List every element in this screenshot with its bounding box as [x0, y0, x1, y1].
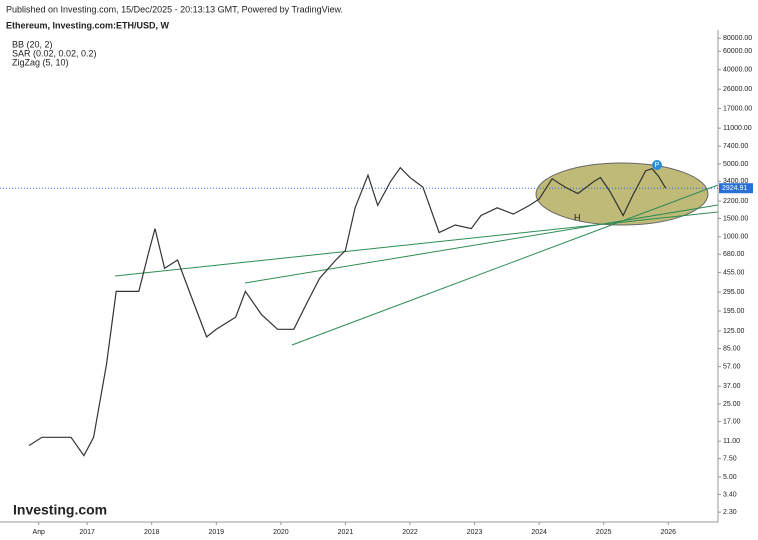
- last-price-label: 2924.91: [722, 185, 747, 192]
- header: Published on Investing.com, 15/Dec/2025 …: [6, 4, 343, 14]
- y-tick-label: 295.00: [723, 289, 745, 296]
- y-tick-label: 85.00: [723, 345, 741, 352]
- y-tick-label: 3.40: [723, 491, 737, 498]
- y-tick-label: 60000.00: [723, 48, 752, 55]
- annotation: P: [655, 162, 660, 169]
- y-tick-label: 5.00: [723, 474, 737, 481]
- y-tick-label: 57.00: [723, 364, 741, 371]
- y-tick-label: 680.00: [723, 251, 745, 258]
- y-tick-label: 40000.00: [723, 67, 752, 74]
- annotation: H: [574, 212, 581, 222]
- y-tick-label: 7400.00: [723, 143, 748, 150]
- y-tick-label: 17.00: [723, 418, 741, 425]
- chart-title: Ethereum, Investing.com:ETH/USD, W: [6, 20, 170, 30]
- indicator-label: ZigZag (5, 10): [12, 57, 69, 67]
- highlight-ellipse: [535, 162, 709, 226]
- x-tick-label: 2018: [144, 529, 160, 536]
- x-tick-label: 2025: [596, 529, 612, 536]
- y-tick-label: 1500.00: [723, 215, 748, 222]
- y-tick-label: 7.50: [723, 455, 737, 462]
- x-tick-label: 2019: [209, 529, 225, 536]
- y-tick-label: 125.00: [723, 328, 745, 335]
- y-tick-label: 17000.00: [723, 105, 752, 112]
- y-tick-label: 3400.00: [723, 178, 748, 185]
- x-tick-label: Апр: [33, 529, 45, 536]
- last-price-tag: [719, 183, 753, 194]
- y-tick-label: 1000.00: [723, 234, 748, 241]
- x-tick-label: 2020: [273, 529, 289, 536]
- y-tick-label: 2200.00: [723, 198, 748, 205]
- y-tick-label: 37.00: [723, 383, 741, 390]
- y-tick-label: 26000.00: [723, 86, 752, 93]
- indicator-label: SAR (0.02, 0.02, 0.2): [12, 48, 97, 58]
- y-tick-label: 80000.00: [723, 35, 752, 42]
- y-tick-label: 25.00: [723, 401, 741, 408]
- x-tick-label: 2017: [79, 529, 95, 536]
- x-tick-label: 2026: [660, 529, 676, 536]
- annotation-badge: [652, 160, 662, 170]
- y-tick-label: 5000.00: [723, 161, 748, 168]
- trend-lines: [114, 184, 719, 346]
- x-tick-label: 2024: [531, 529, 547, 536]
- x-tick-label: 2023: [467, 529, 483, 536]
- price-line: [28, 166, 667, 457]
- y-tick-label: 2.30: [723, 509, 737, 516]
- logo: Investing.com: [13, 502, 107, 518]
- indicator-label: BB (20, 2): [12, 39, 53, 49]
- y-tick-label: 11.00: [723, 438, 740, 445]
- y-tick-label: 455.00: [723, 269, 745, 276]
- x-tick-label: 2022: [402, 529, 418, 536]
- x-tick-label: 2021: [338, 529, 354, 536]
- y-tick-label: 11000.00: [723, 125, 752, 132]
- y-tick-label: 195.00: [723, 308, 745, 315]
